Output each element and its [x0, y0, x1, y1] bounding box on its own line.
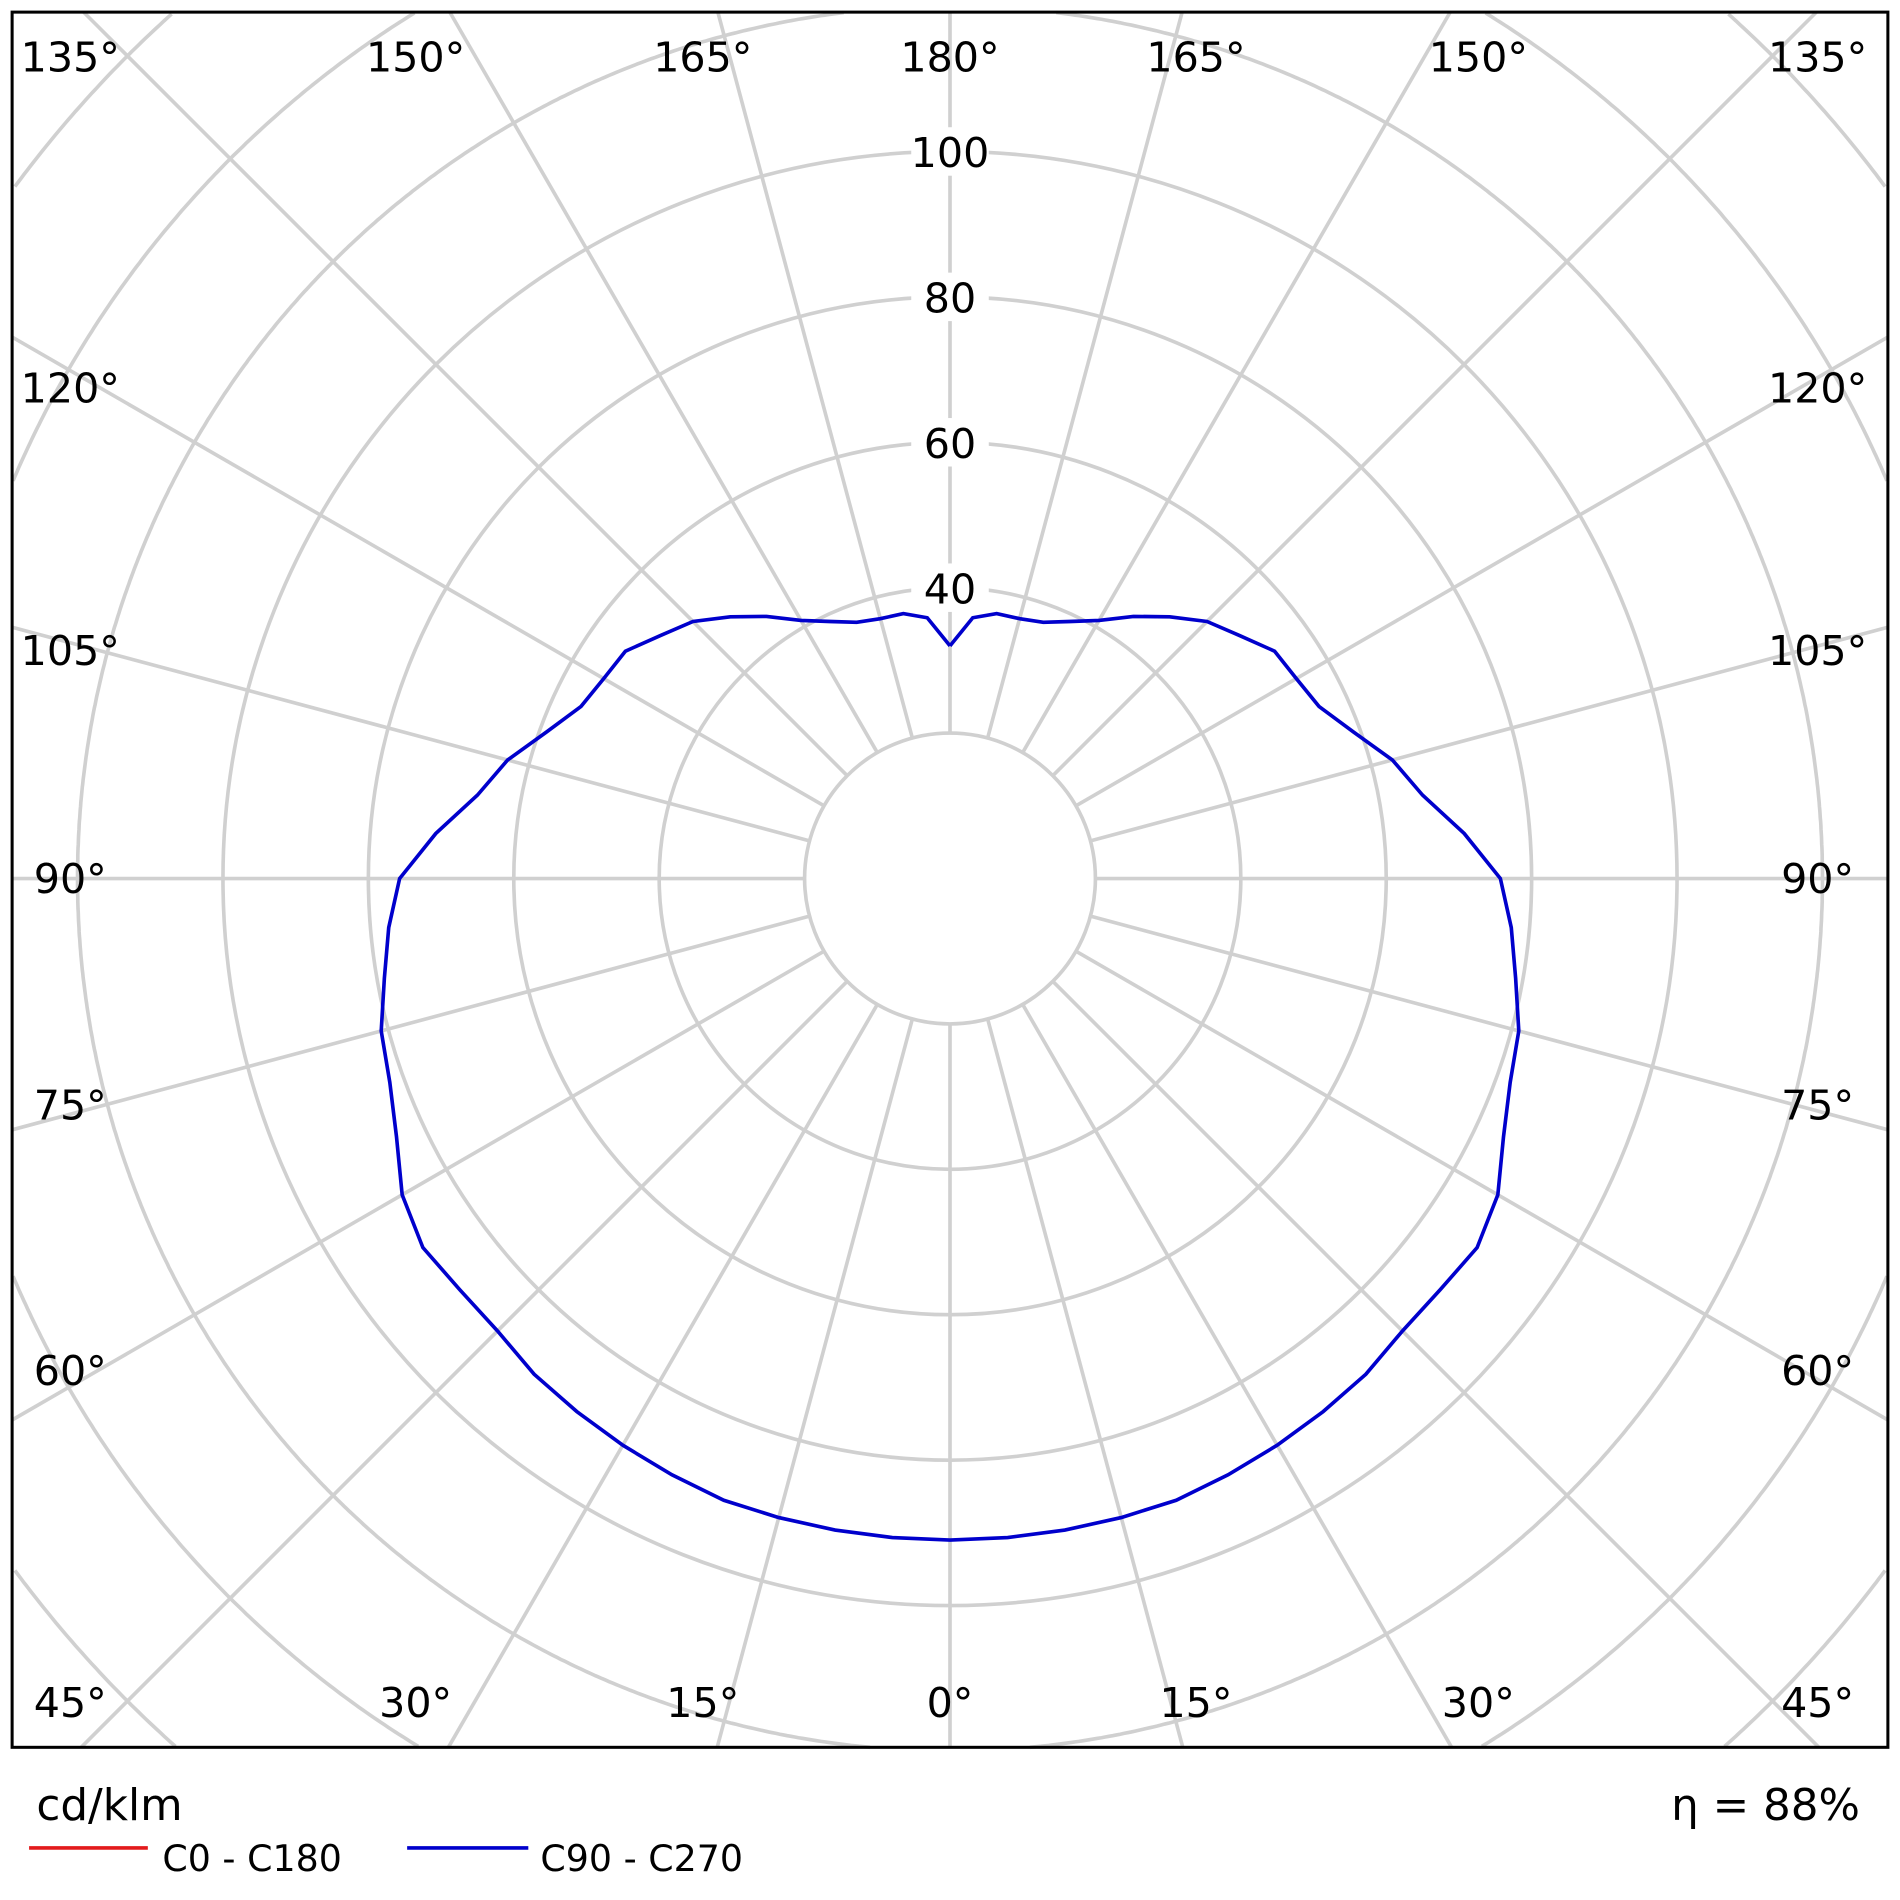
angle-label-left: 105°	[21, 627, 120, 675]
angle-label-bottom: 0°	[927, 1679, 974, 1727]
grid-spoke	[11, 914, 811, 1132]
angle-label-bottom: 30°	[379, 1679, 452, 1727]
grid-spoke	[1075, 335, 1889, 808]
radial-tick-bg	[911, 563, 989, 612]
grid-circle-arc	[1480, 1275, 1889, 1748]
angle-label-top: 135°	[1768, 33, 1867, 81]
radial-tick-bg	[911, 127, 989, 176]
angle-label-left: 75°	[34, 1082, 107, 1130]
grid-circle-arc	[75, 10, 871, 1750]
angle-label-top: 165°	[1146, 33, 1245, 81]
polar-grid	[11, 10, 1889, 1750]
grid-spoke	[715, 1018, 915, 1748]
grid-spoke	[716, 11, 915, 739]
angle-label-bottom: 30°	[1442, 1679, 1515, 1727]
grid-spoke	[11, 335, 825, 808]
grid-spoke	[448, 11, 879, 754]
grid-circle-arc	[11, 11, 416, 482]
angle-label-right: 75°	[1781, 1082, 1854, 1130]
angle-label-bottom: 45°	[34, 1679, 107, 1727]
plot-frame	[10, 10, 1890, 1749]
grid-circle-arc	[1484, 11, 1889, 482]
angle-label-right: 60°	[1781, 1347, 1854, 1395]
grid-spoke	[79, 980, 849, 1749]
angle-label-right: 105°	[1768, 627, 1867, 675]
angle-label-bottom: 45°	[1781, 1679, 1854, 1727]
series-line-1	[379, 611, 1521, 1542]
radial-tick-bg	[911, 272, 989, 322]
angle-labels: 135° 45° 150° 30° 165° 15° 180° 0° 165° 15° 150° 30…	[21, 33, 1868, 1727]
grid-spoke	[82, 10, 849, 777]
grid-spoke	[1075, 949, 1889, 1422]
grid-circle-arc	[1723, 1569, 1887, 1748]
radial-tick-bg	[911, 418, 989, 467]
angle-label-left: 60°	[34, 1347, 107, 1395]
grid-spoke	[1089, 914, 1889, 1132]
grid-spoke	[985, 11, 1184, 739]
grid-spoke	[446, 1003, 879, 1749]
curves	[379, 611, 1521, 1542]
legend-label-c0-c180: C0 - C180	[162, 1837, 341, 1880]
grid-spoke	[1021, 1003, 1454, 1749]
angle-label-right: 90°	[1781, 855, 1854, 903]
grid-circle-arc	[1727, 12, 1887, 188]
efficiency-label: η = 88%	[1671, 1781, 1860, 1831]
grid-circle-arc	[11, 1275, 420, 1748]
radial-tick-label: 40	[924, 565, 976, 613]
grid-spoke	[1021, 11, 1452, 754]
grid-spoke	[11, 625, 811, 843]
angle-label-left: 120°	[21, 364, 120, 412]
unit-label: cd/klm	[36, 1781, 182, 1831]
grid-spoke	[1051, 980, 1821, 1749]
angle-label-top: 180°	[900, 33, 999, 81]
radial-tick-label: 60	[924, 420, 976, 468]
grid-circle-arc	[13, 1569, 177, 1748]
angle-label-left: 90°	[34, 855, 107, 903]
grid-spoke	[985, 1018, 1185, 1748]
angle-label-top: 150°	[366, 33, 465, 81]
radial-tick-label: 80	[924, 275, 976, 323]
grid-spoke	[1051, 10, 1818, 777]
angle-label-bottom: 15°	[666, 1679, 739, 1727]
grid-circle	[802, 731, 1098, 1026]
angle-label-right: 120°	[1768, 364, 1867, 412]
angle-label-top: 150°	[1429, 33, 1528, 81]
grid-spoke	[1089, 625, 1889, 843]
angle-label-top: 165°	[653, 33, 752, 81]
grid-circle-arc	[1029, 10, 1825, 1750]
legend-label-c90-c270: C90 - C270	[540, 1837, 743, 1880]
radial-tick-labels: 40 60 80 100	[911, 127, 990, 613]
grid-circle-arc	[13, 12, 173, 188]
angle-label-bottom: 15°	[1159, 1679, 1232, 1727]
radial-tick-label: 100	[911, 129, 990, 177]
angle-label-top: 135°	[21, 33, 120, 81]
grid-spoke	[11, 949, 825, 1422]
